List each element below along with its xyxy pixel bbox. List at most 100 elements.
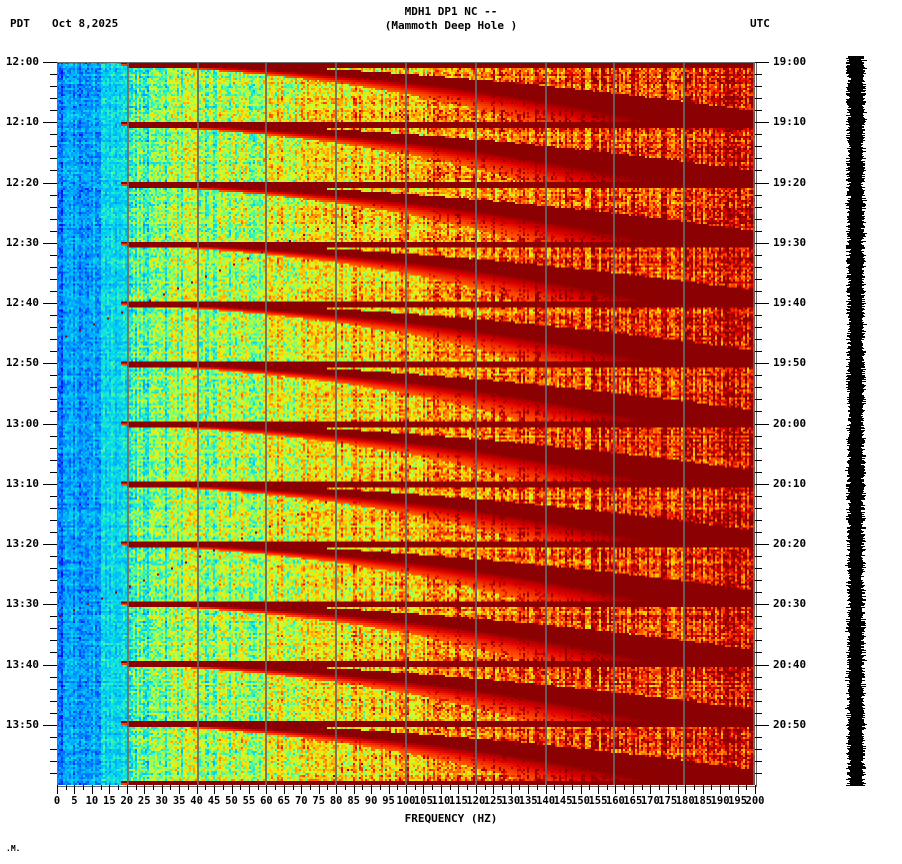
time-tick-minor xyxy=(50,676,57,678)
freq-tick-minor xyxy=(676,785,677,790)
time-tick-label: 19:40 xyxy=(773,296,807,309)
freq-tick-minor xyxy=(397,785,398,790)
time-tick-minor xyxy=(50,86,57,88)
time-tick-minor xyxy=(755,86,762,88)
time-tick-major xyxy=(43,483,57,485)
freq-tick-major xyxy=(354,785,355,794)
time-tick-label: 19:00 xyxy=(773,55,807,68)
freq-tick-minor xyxy=(589,785,590,790)
freq-tick-minor xyxy=(136,785,137,790)
time-tick-minor xyxy=(755,375,762,377)
time-tick-minor xyxy=(50,98,57,100)
time-tick-label: 20:20 xyxy=(773,537,807,550)
freq-tick-minor xyxy=(572,785,573,790)
time-tick-minor xyxy=(50,652,57,654)
freq-tick-minor xyxy=(310,785,311,790)
freq-tick-minor xyxy=(485,785,486,790)
freq-tick-minor xyxy=(66,785,67,790)
freq-tick-major xyxy=(615,785,616,794)
time-tick-minor xyxy=(755,290,762,292)
time-tick-minor xyxy=(755,218,762,220)
freq-tick-label: 190 xyxy=(710,795,730,807)
freq-tick-major xyxy=(528,785,529,794)
freq-tick-label: 115 xyxy=(448,795,468,807)
time-tick-label: 13:30 xyxy=(5,597,39,611)
time-tick-label: 20:10 xyxy=(773,476,807,490)
freq-tick-major xyxy=(371,785,372,794)
freq-tick-label: 105 xyxy=(413,795,433,807)
timezone-label-right: UTC xyxy=(750,17,770,30)
freq-tick-minor xyxy=(362,785,363,790)
time-tick-major xyxy=(755,423,769,425)
freq-tick-major xyxy=(685,785,686,794)
time-tick-minor xyxy=(50,110,57,112)
freq-tick-minor xyxy=(327,785,328,790)
freq-tick-major xyxy=(109,785,110,794)
freq-tick-major xyxy=(598,785,599,794)
freq-tick-minor xyxy=(729,785,730,790)
time-tick-label: 20:00 xyxy=(773,416,807,430)
time-tick-minor xyxy=(50,471,57,473)
freq-tick-major xyxy=(301,785,302,794)
time-tick-minor xyxy=(755,206,762,208)
freq-tick-label: 80 xyxy=(329,795,343,807)
time-tick-minor xyxy=(755,266,762,268)
time-tick-minor xyxy=(50,158,57,160)
freq-tick-label: 15 xyxy=(103,795,116,807)
time-tick-minor xyxy=(755,315,762,317)
freq-tick-major xyxy=(389,785,390,794)
freq-tick-label: 60 xyxy=(260,795,273,807)
x-axis-title: FREQUENCY (HZ) xyxy=(404,812,498,825)
time-tick-minor xyxy=(755,676,762,678)
freq-tick-label: 110 xyxy=(431,795,451,807)
freq-tick-major xyxy=(179,785,180,794)
freq-tick-major xyxy=(563,785,564,794)
freq-tick-major xyxy=(92,785,93,794)
freq-tick-major xyxy=(162,785,163,794)
time-tick-minor xyxy=(50,375,57,377)
time-tick-minor xyxy=(755,411,762,413)
time-tick-minor xyxy=(50,580,57,582)
freq-tick-major xyxy=(232,785,233,794)
freq-tick-major xyxy=(720,785,721,794)
time-tick-minor xyxy=(755,399,762,401)
freq-tick-label: 90 xyxy=(364,795,378,807)
time-tick-label: 12:00 xyxy=(5,55,39,68)
freq-tick-major xyxy=(423,785,424,794)
freq-tick-major xyxy=(738,785,739,794)
time-tick-minor xyxy=(50,230,57,232)
time-tick-minor xyxy=(755,688,762,690)
freq-tick-label: 180 xyxy=(675,795,695,807)
time-tick-minor xyxy=(755,98,762,100)
freq-tick-label: 10 xyxy=(85,795,99,807)
freq-tick-major xyxy=(284,785,285,794)
freq-tick-label: 170 xyxy=(640,795,660,807)
time-tick-minor xyxy=(50,435,57,437)
freq-tick-minor xyxy=(293,785,294,790)
time-tick-major xyxy=(755,363,769,365)
freq-tick-label: 25 xyxy=(137,795,151,807)
time-tick-minor xyxy=(755,640,762,642)
time-tick-minor xyxy=(50,736,57,738)
time-tick-label: 19:50 xyxy=(773,356,807,370)
time-tick-minor xyxy=(50,134,57,136)
time-tick-minor xyxy=(755,760,762,762)
time-tick-major xyxy=(755,303,769,304)
time-tick-minor xyxy=(755,327,762,329)
time-tick-minor xyxy=(50,447,57,449)
freq-tick-major xyxy=(249,785,250,794)
freq-tick-label: 95 xyxy=(382,795,395,807)
freq-tick-major xyxy=(441,785,442,794)
time-tick-minor xyxy=(50,351,57,353)
time-tick-minor xyxy=(50,628,57,630)
freq-tick-label: 195 xyxy=(728,795,748,807)
time-tick-minor xyxy=(50,568,57,570)
freq-tick-minor xyxy=(554,785,555,790)
time-tick-minor xyxy=(755,519,762,521)
time-tick-minor xyxy=(50,459,57,461)
time-tick-minor xyxy=(755,254,762,256)
freq-tick-label: 0 xyxy=(53,795,61,807)
freq-tick-label: 75 xyxy=(312,795,326,807)
freq-tick-major xyxy=(458,785,459,794)
freq-tick-minor xyxy=(101,785,102,790)
